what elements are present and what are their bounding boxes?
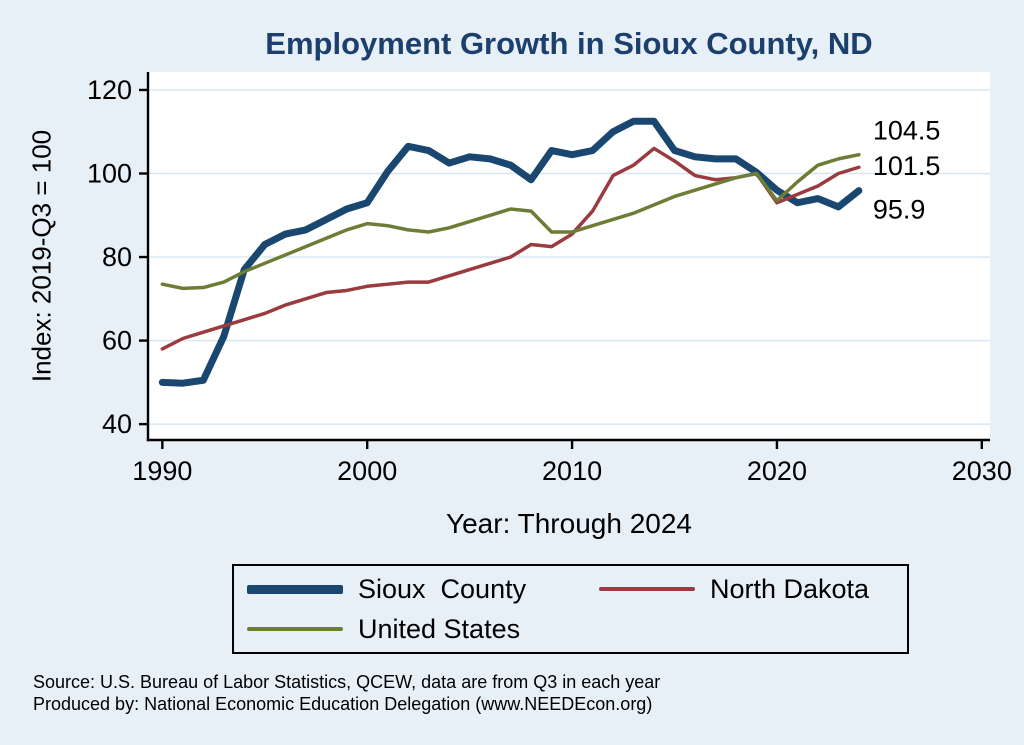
y-tick-label: 120 [87,75,132,105]
y-axis-label: Index: 2019-Q3 = 100 [26,129,57,383]
legend: Sioux County North Dakota United States [232,564,909,654]
y-tick-label: 60 [102,326,132,356]
x-tick-label: 2010 [542,456,602,486]
legend-label-north-dakota: North Dakota [710,573,870,604]
legend-label-sioux-county: Sioux County [358,573,527,604]
x-tick-label: 1990 [132,456,192,486]
legend-entry-united-states: United States [247,614,599,645]
legend-line-sample-sioux-county [247,584,343,594]
x-axis-label: Year: Through 2024 [446,508,692,539]
x-tick-label: 2020 [747,456,807,486]
legend-line-sample-north-dakota [599,587,695,591]
legend-entry-sioux-county: Sioux County [247,574,599,605]
end-label-2: 104.5 [873,116,941,146]
plot-background [148,72,990,440]
legend-entry-north-dakota: North Dakota [599,574,907,605]
y-tick-label: 80 [102,242,132,272]
legend-line-sample-united-states [247,627,343,631]
y-tick-label: 40 [102,409,132,439]
chart-title: Employment Growth in Sioux County, ND [265,26,873,61]
x-tick-label: 2000 [337,456,397,486]
source-note: Source: U.S. Bureau of Labor Statistics,… [33,672,661,692]
x-tick-label: 2030 [952,456,1012,486]
series-line-2 [160,152,861,291]
legend-label-united-states: United States [358,613,521,644]
end-label-1: 101.5 [873,151,941,181]
series-line-0 [158,117,863,387]
end-label-0: 95.9 [873,195,926,225]
footnotes: Source: U.S. Bureau of Labor Statistics,… [33,671,660,715]
y-tick-label: 100 [87,159,132,189]
producer-note: Produced by: National Economic Education… [33,694,653,714]
